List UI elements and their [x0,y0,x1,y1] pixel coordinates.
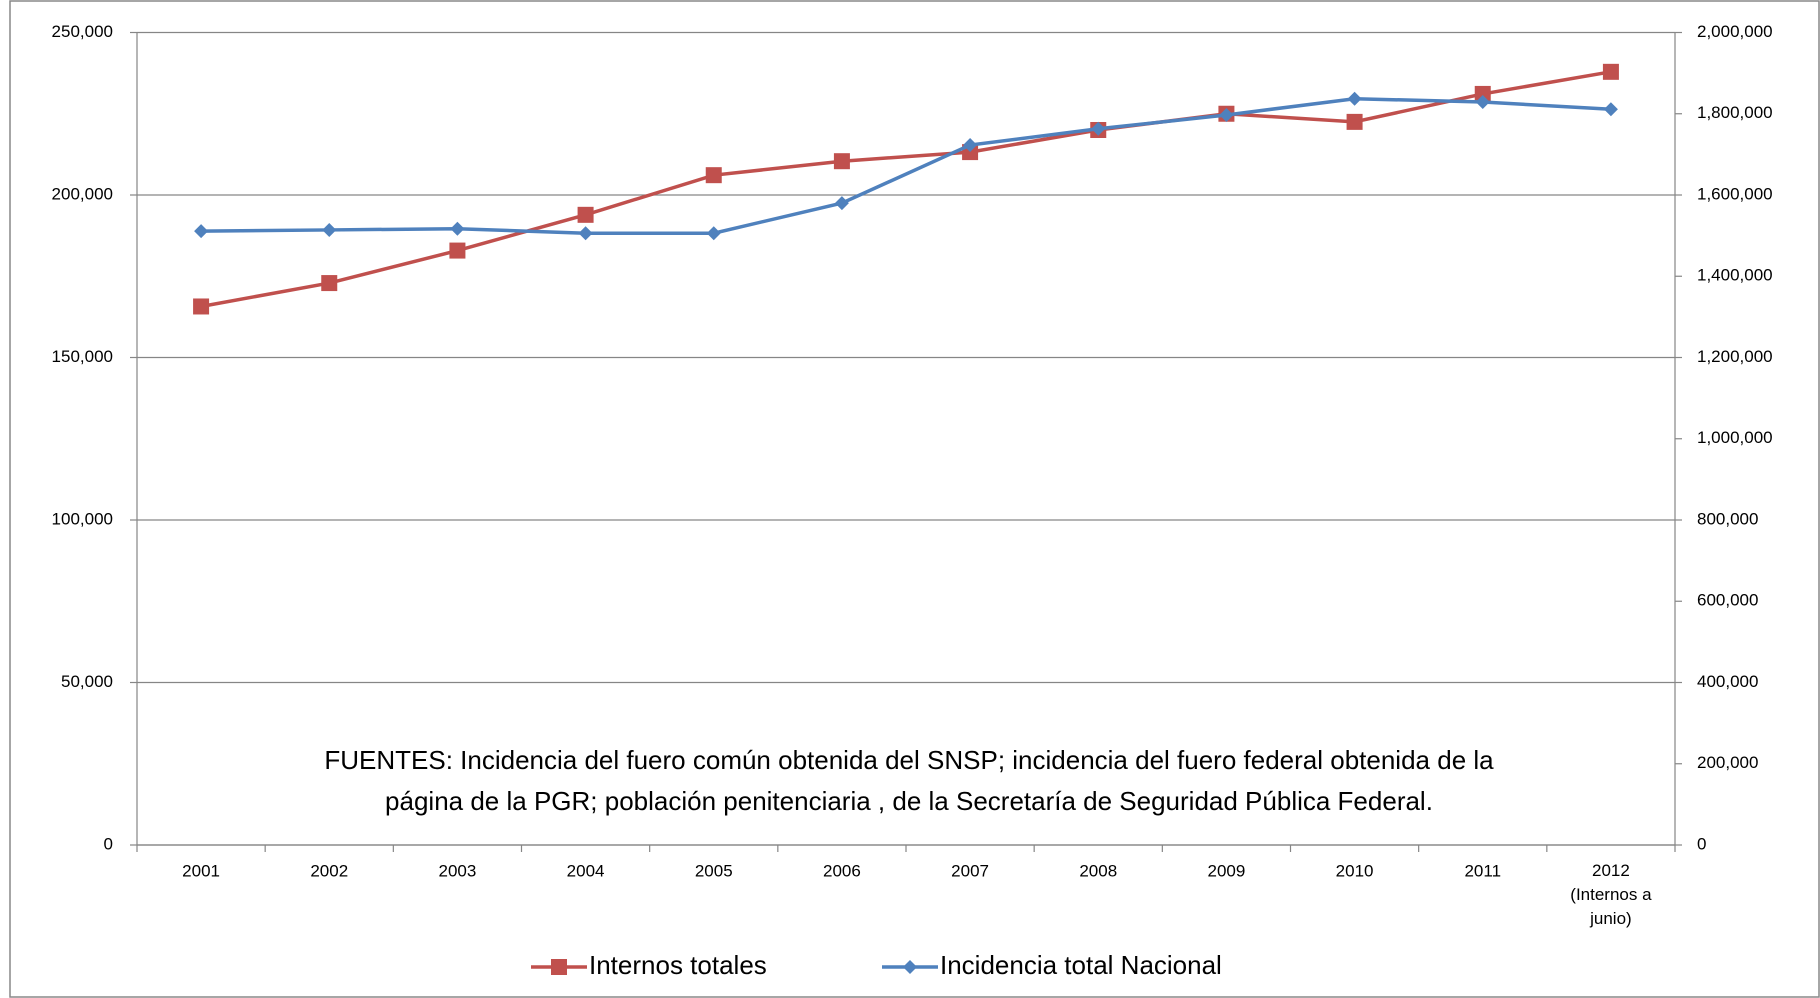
y2-tick-label: 200,000 [1697,753,1758,772]
x-tick-label: 2010 [1336,861,1374,880]
marker [321,275,338,292]
marker [1346,113,1363,130]
y2-tick-label: 1,800,000 [1697,103,1773,122]
x-tick-label: 2003 [439,861,477,880]
x-tick-label: 2007 [951,861,989,880]
y-tick-label: 0 [104,834,113,853]
marker [449,242,466,259]
marker [706,226,721,241]
marker [705,167,722,184]
x-tick-label: 2006 [823,861,861,880]
marker [194,224,209,239]
marker [834,196,849,211]
y2-tick-label: 1,200,000 [1697,347,1773,366]
y2-tick-label: 800,000 [1697,509,1758,528]
series-line [200,70,1612,309]
y-tick-label: 100,000 [52,509,113,528]
x-tick-label: 2012 (Internos a junio) [1570,861,1652,928]
x-tick-label: 2001 [182,861,220,880]
legend-label: Internos totales [589,950,767,980]
x-tick-label: 2005 [695,861,733,880]
marker [1475,94,1490,109]
marker [578,226,593,241]
legend-marker [903,960,917,974]
y2-tick-label: 1,400,000 [1697,266,1773,285]
y2-tick-label: 400,000 [1697,672,1758,691]
y-tick-label: 150,000 [52,347,113,366]
annotation: FUENTES: Incidencia del fuero común obte… [324,745,1494,816]
marker [1602,63,1619,80]
x-tick-label: 2002 [310,861,348,880]
y2-tick-label: 0 [1697,834,1706,853]
x-tick-label: 2004 [567,861,605,880]
marker [577,206,594,223]
legend-marker [551,959,567,975]
marker [450,221,465,236]
chart-frame [9,0,1820,998]
y2-tick-label: 2,000,000 [1697,22,1773,41]
y2-tick-label: 1,000,000 [1697,428,1773,447]
marker [1603,102,1618,117]
x-tick-label: 2009 [1208,861,1246,880]
marker [1091,121,1106,136]
series-line [201,96,1612,235]
marker [193,298,210,315]
marker [963,138,978,153]
marker [1474,85,1491,102]
marker [833,153,850,170]
x-tick-label: 2011 [1464,861,1501,880]
marker [1347,91,1362,106]
marker [1219,107,1234,122]
y-tick-label: 250,000 [52,22,113,41]
y-tick-label: 200,000 [52,184,113,203]
y-tick-label: 50,000 [61,672,113,691]
x-tick-label: 2008 [1079,861,1117,880]
legend-label: Incidencia total Nacional [940,950,1222,980]
marker [322,222,337,237]
y2-tick-label: 1,600,000 [1697,184,1773,203]
y2-tick-label: 600,000 [1697,591,1758,610]
